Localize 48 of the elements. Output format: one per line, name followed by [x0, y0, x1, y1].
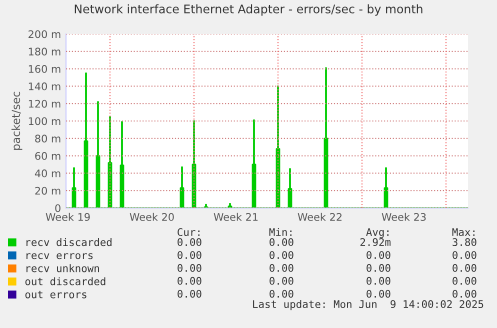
x-tick-label: Week 21	[214, 212, 258, 221]
text: 0.00	[270, 238, 294, 246]
text: Cur:	[178, 228, 200, 236]
legend-label: recv unknown	[26, 264, 99, 272]
text: 0.00	[366, 290, 390, 298]
y-tick-label: 40 m	[34, 169, 60, 178]
text: 0.00	[452, 276, 476, 285]
text: Max:	[452, 228, 474, 236]
legend-label: out discarded	[25, 277, 106, 286]
text: 0.00	[178, 290, 202, 298]
legend-label: out errors	[25, 290, 86, 298]
y-tick-label: 200 m	[28, 30, 60, 38]
text: 0.00	[452, 290, 476, 298]
y-tick-label: 0	[55, 204, 60, 212]
text: 0.00	[366, 264, 390, 272]
x-tick-label: Week 23	[382, 212, 426, 221]
y-tick-label: 180 m	[28, 48, 60, 56]
y-axis-title: packet/sec	[11, 92, 22, 150]
text: 0.00	[366, 276, 390, 285]
text: 0.00	[178, 251, 202, 259]
x-tick-label: Week 19	[46, 212, 90, 221]
text: 0.00	[178, 238, 202, 246]
text: 0.00	[366, 251, 390, 259]
text: Min:	[269, 228, 292, 236]
text: 0.00	[270, 290, 294, 298]
chart-title: Network interface Ethernet Adapter - errors/sec - by month	[74, 4, 422, 16]
y-tick-label: 20 m	[35, 186, 60, 195]
y-tick-label: 160 m	[28, 65, 60, 73]
text: 0.00	[452, 264, 476, 272]
y-tick-label: 140 m	[28, 82, 60, 90]
text: Last update: Mon Jun 9 14:00:02 2025	[253, 300, 484, 310]
y-tick-label: 80 m	[35, 134, 60, 143]
text: 3.80	[452, 238, 476, 246]
legend-label: recv errors	[26, 253, 93, 260]
text: 0.00	[178, 276, 202, 285]
legend-label: recv discarded	[26, 238, 112, 246]
y-tick-label: 60 m	[35, 152, 60, 160]
y-tick-label: 120 m	[28, 100, 60, 108]
text: 2.92m	[360, 238, 391, 246]
x-tick-label: Week 22	[298, 212, 342, 221]
y-tick-label: 100 m	[28, 117, 60, 126]
x-tick-label: Week 20	[130, 212, 174, 221]
text: 0.00	[270, 264, 294, 272]
text: 0.00	[270, 276, 294, 285]
text: 0.00	[452, 251, 476, 259]
text: 0.00	[178, 264, 202, 272]
text: 0.00	[270, 251, 294, 259]
text: Avg:	[366, 228, 388, 238]
